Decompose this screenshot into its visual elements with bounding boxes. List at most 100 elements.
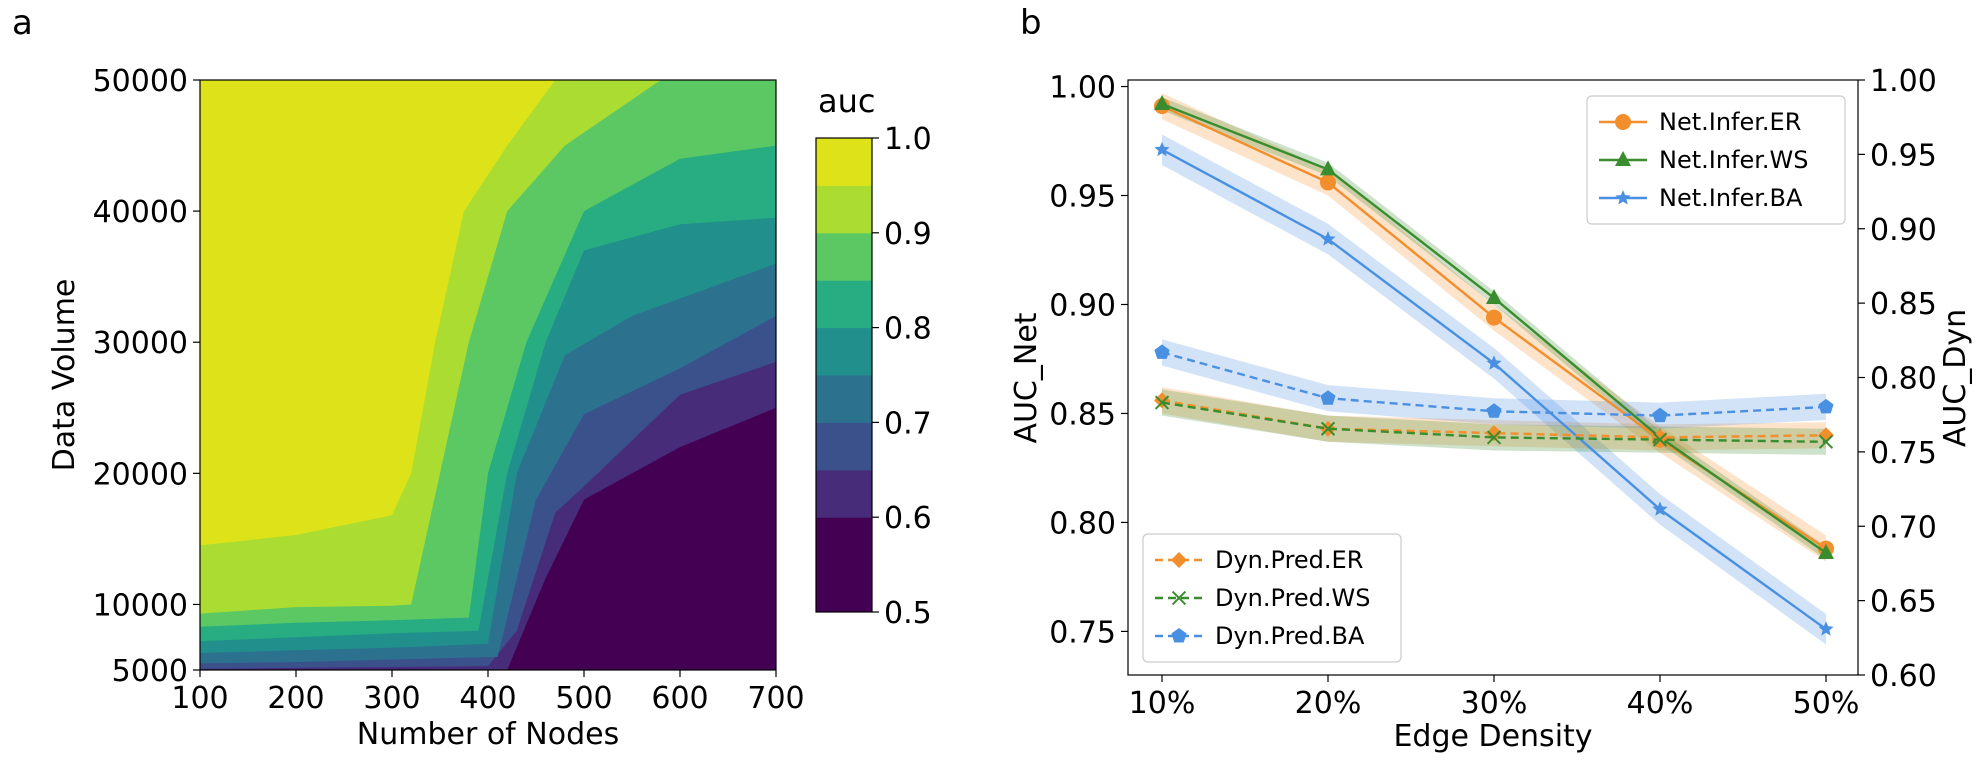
- legend-marker-Dyn.Pred.WS-b: [1171, 590, 1187, 606]
- x-tick-label: 700: [747, 681, 804, 716]
- colorbar-tick-label: 1.0: [884, 122, 932, 157]
- colorbar-band: [816, 564, 872, 613]
- colorbar-title: auc: [818, 82, 875, 120]
- panel-a-xlabel: Number of Nodes: [357, 717, 619, 752]
- y-tick-label: 10000: [93, 588, 188, 623]
- legend-label-Dyn.Pred.ER: Dyn.Pred.ER: [1215, 546, 1363, 574]
- y2-tick-label: 0.85: [1870, 287, 1937, 322]
- panel-b-label: b: [1020, 3, 1042, 43]
- legend-marker-Dyn.Pred.WS: [1171, 590, 1187, 606]
- point-Dyn.Pred.WS-b: [1320, 421, 1336, 436]
- point-Net.Infer.BA: [1320, 231, 1336, 246]
- point-Dyn.Pred.WS: [1486, 430, 1502, 445]
- colorbar-band: [816, 232, 872, 281]
- panel-b-xlabel: Edge Density: [1393, 719, 1592, 754]
- contour-region-0.95: [200, 80, 556, 546]
- point-Dyn.Pred.WS: [1154, 395, 1170, 410]
- point-Net.Infer.WS: [1486, 288, 1502, 304]
- legend-label-Net.Infer.WS: Net.Infer.WS: [1659, 146, 1809, 174]
- x-tick-label: 30%: [1461, 686, 1528, 721]
- y-tick-label: 0.95: [1049, 180, 1116, 215]
- point-Net.Infer.ER: [1486, 309, 1502, 326]
- legend-marker-Net.Infer.ER: [1615, 114, 1631, 130]
- panel-b-ylabel: AUC_Net: [1009, 312, 1044, 443]
- band-Net.Infer.BA: [1162, 134, 1826, 645]
- panel-a-axes: 100 200 300 400 500 600 700 5000 10000 20000 30000…: [93, 64, 805, 716]
- point-Dyn.Pred.ER: [1818, 427, 1834, 444]
- colorbar-tick-label: 0.9: [884, 217, 932, 252]
- colorbar-frame: [815, 137, 873, 613]
- point-Net.Infer.WS: [1154, 94, 1170, 110]
- point-Dyn.Pred.BA: [1486, 403, 1502, 418]
- point-Net.Infer.BA: [1652, 501, 1668, 516]
- panel-a: a 100 200 300 400 500 600 700 5000 10000 20000 300…: [12, 3, 932, 752]
- point-Net.Infer.BA: [1486, 355, 1502, 370]
- panel-b-axes: 10% 20% 30% 40% 50% 0.75 0.80 0.85 0.90 0.95 1.00 0…: [1049, 64, 1937, 721]
- legend-marker-Net.Infer.BA: [1615, 190, 1631, 205]
- colorbar-band: [816, 375, 872, 423]
- x-tick-label: 100: [171, 681, 228, 716]
- y-tick-label: 0.80: [1049, 506, 1116, 541]
- legend-label-Dyn.Pred.WS: Dyn.Pred.WS: [1215, 584, 1371, 612]
- panel-a-label: a: [12, 3, 33, 43]
- y-tick-label: 30000: [93, 326, 188, 361]
- x-tick-label: 400: [459, 681, 516, 716]
- panel-a-ylabel: Data Volume: [47, 279, 82, 472]
- contour-fills: [200, 80, 776, 670]
- x-tick-label: 20%: [1295, 686, 1362, 721]
- point-Dyn.Pred.ER: [1652, 429, 1668, 446]
- y-tick-label: 0.75: [1049, 615, 1116, 650]
- x-tick-label: 200: [267, 681, 324, 716]
- x-tick-label: 500: [555, 681, 612, 716]
- point-Dyn.Pred.WS-b: [1652, 432, 1668, 447]
- colorbar: 0.5 0.6 0.7 0.8 0.9 1.0: [815, 122, 932, 631]
- colorbar-band: [816, 422, 872, 471]
- y-tick-label: 20000: [93, 457, 188, 492]
- legend-label-Net.Infer.BA: Net.Infer.BA: [1659, 184, 1803, 212]
- point-Dyn.Pred.WS: [1652, 432, 1668, 447]
- point-Dyn.Pred.BA: [1652, 407, 1668, 423]
- legend-box: [1586, 95, 1846, 225]
- legend-label-Dyn.Pred.BA: Dyn.Pred.BA: [1215, 622, 1365, 650]
- colorbar-band: [816, 138, 872, 186]
- band-Dyn.Pred.BA: [1162, 339, 1826, 429]
- y2-tick-label: 0.65: [1870, 585, 1937, 620]
- legend-marker-Dyn.Pred.ER: [1171, 552, 1187, 568]
- y-tick-label: 5000: [112, 654, 188, 689]
- colorbar-tick-label: 0.6: [884, 501, 932, 536]
- legend-marker-Net.Infer.WS: [1615, 151, 1631, 166]
- y-tick-label: 40000: [93, 195, 188, 230]
- y2-tick-label: 1.00: [1870, 64, 1937, 99]
- series-lines: [1154, 94, 1834, 636]
- y2-tick-label: 0.95: [1870, 138, 1937, 173]
- legend-marker-Dyn.Pred.BA: [1171, 628, 1187, 643]
- colorbar-band: [816, 327, 872, 376]
- colorbar-band: [816, 517, 872, 566]
- x-tick-label: 40%: [1627, 686, 1694, 721]
- point-Net.Infer.BA: [1154, 141, 1170, 157]
- colorbar-band: [816, 280, 872, 329]
- colorbar-tick-label: 0.8: [884, 312, 932, 347]
- point-Net.Infer.WS: [1320, 160, 1336, 176]
- y2-tick-label: 0.80: [1870, 362, 1937, 397]
- y2-tick-label: 0.70: [1870, 510, 1937, 545]
- colorbar-tick-label: 0.7: [884, 406, 932, 441]
- y2-tick-label: 0.90: [1870, 213, 1937, 248]
- x-tick-label: 50%: [1793, 686, 1860, 721]
- point-Dyn.Pred.WS: [1818, 434, 1834, 449]
- point-Net.Infer.BA: [1818, 621, 1834, 636]
- legends: Net.Infer.ER Net.Infer.WS Net.Infer.BA Dyn.…: [1142, 95, 1846, 663]
- point-Dyn.Pred.BA: [1818, 398, 1834, 414]
- colorbar-band: [816, 469, 872, 518]
- colorbar-band: [816, 185, 872, 234]
- y-tick-label: 1.00: [1049, 71, 1116, 106]
- point-Dyn.Pred.WS-b: [1818, 434, 1834, 449]
- x-tick-label: 10%: [1129, 686, 1196, 721]
- point-Dyn.Pred.WS: [1320, 421, 1336, 436]
- point-Dyn.Pred.WS-b: [1486, 430, 1502, 445]
- x-tick-label: 300: [363, 681, 420, 716]
- y-tick-label: 50000: [93, 64, 188, 99]
- panel-b-y2label: AUC_Dyn: [1938, 309, 1973, 447]
- point-Net.Infer.ER: [1320, 174, 1336, 191]
